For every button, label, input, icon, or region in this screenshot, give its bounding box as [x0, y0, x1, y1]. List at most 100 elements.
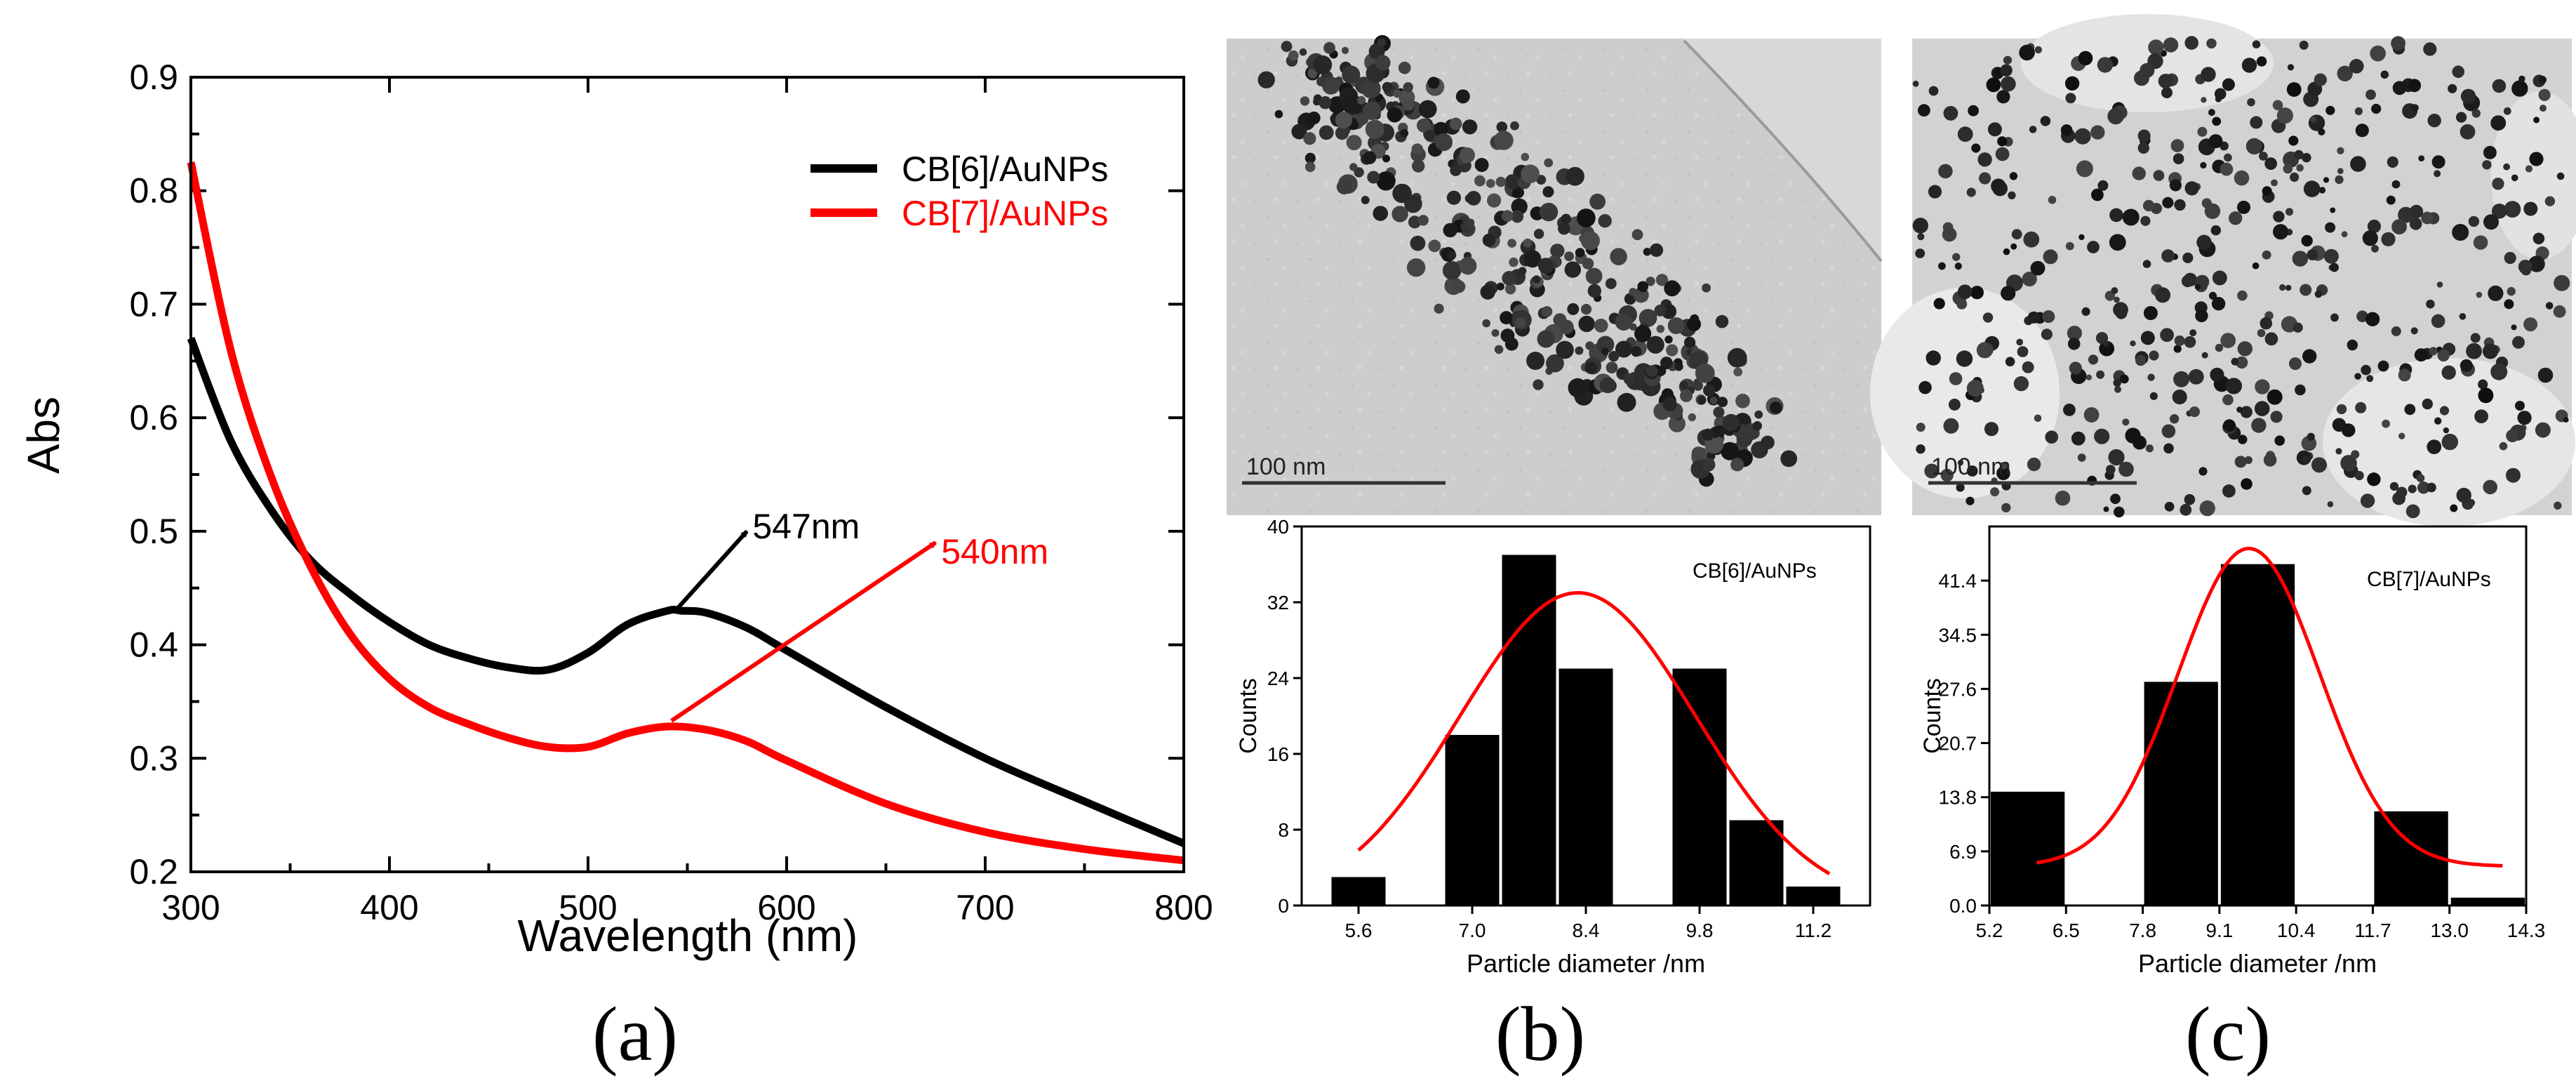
nanoparticle: [2214, 88, 2227, 100]
nanoparticle: [1442, 261, 1462, 280]
nanoparticle: [1304, 161, 1316, 173]
c-y-tick-label: 13.8: [1939, 787, 1977, 809]
nanoparticle: [2386, 195, 2396, 205]
nanoparticle: [1912, 80, 1919, 87]
nanoparticle: [1303, 132, 1316, 145]
histogram-cb7: 5.2 6.5 7.8 9.1 10.4 11.7 13.0 14.3 0.0 6.9 13.8 20…: [1919, 525, 2545, 1077]
nanoparticle: [2161, 249, 2175, 263]
nanoparticle: [2189, 406, 2200, 418]
nanoparticle: [2441, 365, 2456, 380]
nanoparticle: [1411, 143, 1424, 155]
nanoparticle: [1630, 345, 1642, 357]
nanoparticle: [1494, 131, 1514, 150]
nanoparticle: [2237, 290, 2248, 301]
nanoparticle: [1730, 458, 1744, 472]
nanoparticle: [2125, 427, 2141, 444]
nanoparticle: [2283, 164, 2293, 174]
nanoparticle: [2260, 317, 2273, 330]
nanoparticle: [2535, 422, 2551, 438]
nanoparticle: [2337, 168, 2344, 175]
nanoparticle: [2409, 204, 2424, 219]
b-y-tick-label: 40: [1267, 516, 1289, 538]
nanoparticle: [1518, 267, 1527, 275]
nanoparticle: [1559, 319, 1574, 335]
nanoparticle: [1637, 281, 1648, 293]
nanoparticle: [1408, 215, 1422, 229]
a-x-axis-label: Wavelength (nm): [518, 910, 858, 961]
nanoparticle: [2201, 97, 2207, 103]
nanoparticle: [1274, 110, 1283, 119]
nanoparticle: [2434, 417, 2442, 425]
nanoparticle: [1575, 248, 1585, 258]
nanoparticle: [2257, 329, 2266, 338]
nanoparticle: [1942, 227, 1957, 242]
nanoparticle: [1580, 231, 1600, 251]
nanoparticle: [2506, 429, 2519, 443]
nanoparticle: [2290, 172, 2300, 182]
nanoparticle: [1434, 133, 1453, 152]
c-title: CB[7]/AuNPs: [2367, 568, 2491, 591]
nanoparticle: [2285, 284, 2292, 291]
nanoparticle: [2145, 444, 2154, 453]
nanoparticle: [1544, 158, 1554, 168]
nanoparticle: [2327, 501, 2334, 507]
nanoparticle: [1336, 179, 1352, 194]
nanoparticle: [2010, 243, 2017, 250]
nanoparticle: [1668, 415, 1686, 432]
nanoparticle: [2194, 284, 2201, 291]
b-fit-curve: [1357, 590, 1831, 875]
nanoparticle: [1926, 350, 1941, 366]
nanoparticle: [2106, 465, 2116, 475]
tem-image-cb6: 100 nm: [1227, 34, 1883, 515]
nanoparticle: [2468, 215, 2480, 227]
nanoparticle: [2137, 142, 2149, 154]
nanoparticle: [2391, 36, 2406, 51]
nanoparticle: [1462, 119, 1478, 135]
nanoparticle: [2473, 235, 2488, 250]
nanoparticle: [1754, 410, 1763, 419]
nanoparticle: [1319, 125, 1334, 140]
nanoparticle: [1624, 293, 1636, 305]
nanoparticle: [1667, 317, 1685, 334]
nanoparticle: [2504, 251, 2516, 265]
nanoparticle: [1416, 118, 1431, 133]
nanoparticle: [2055, 490, 2071, 506]
nanoparticle: [2554, 274, 2570, 291]
b-ticks: 5.6 7.0 8.4 9.8 11.2 0 8 16 24 32 40: [1267, 516, 1831, 941]
nanoparticle: [1912, 218, 1928, 234]
nanoparticle: [2023, 231, 2040, 248]
nanoparticle: [1533, 229, 1544, 239]
nanoparticle: [1674, 362, 1683, 371]
nanoparticle: [2163, 37, 2179, 53]
nanoparticle: [2271, 179, 2278, 187]
nanoparticle: [1514, 317, 1526, 329]
c-bar: [2220, 564, 2295, 905]
nanoparticle: [2310, 116, 2317, 123]
nanoparticle: [2482, 343, 2499, 359]
nanoparticle: [2330, 207, 2336, 213]
nanoparticle: [2288, 135, 2299, 146]
nanoparticle: [1507, 239, 1516, 248]
nanoparticle: [1924, 463, 1940, 479]
nanoparticle: [1991, 178, 2006, 194]
c-fit-curve: [2036, 546, 2503, 868]
nanoparticle: [2533, 117, 2540, 124]
b-x-axis-label: Particle diameter /nm: [1467, 949, 1705, 978]
nanoparticle: [2110, 493, 2121, 505]
nanoparticle: [1427, 77, 1440, 89]
nanoparticle: [2405, 504, 2420, 519]
nanoparticle: [2371, 244, 2379, 253]
nanoparticle: [2341, 231, 2348, 238]
nanoparticle: [2262, 186, 2272, 197]
nanoparticle: [1561, 213, 1572, 225]
nanoparticle: [2212, 270, 2227, 286]
nanoparticle: [2470, 333, 2481, 343]
nanoparticle: [2161, 87, 2173, 98]
nanoparticle: [1639, 309, 1657, 327]
nanoparticle: [1655, 366, 1667, 376]
c-y-tick-label: 27.6: [1939, 678, 1977, 700]
a-y-axis-label: Abs: [18, 397, 69, 474]
nanoparticle: [2255, 379, 2270, 394]
nanoparticle: [2162, 197, 2174, 208]
nanoparticle: [2016, 338, 2024, 346]
